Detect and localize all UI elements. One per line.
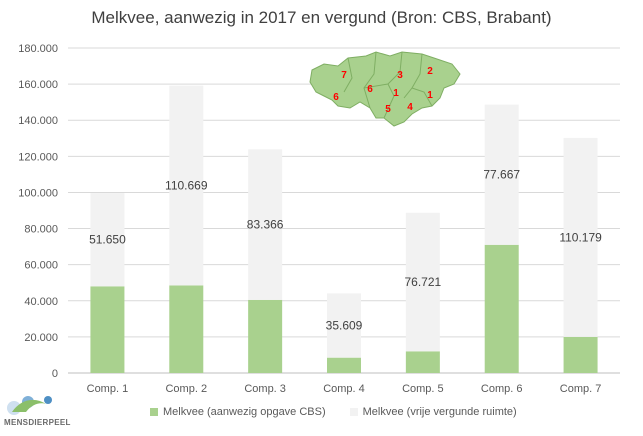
bar-aanwezig: [169, 285, 204, 373]
bar-vrije-ruimte: [484, 104, 519, 245]
x-axis-tick-labels: Comp. 1 Comp. 2 Comp. 3 Comp. 4 Comp. 5 Comp.…: [87, 383, 602, 395]
legend-swatch-vrije-ruimte: [349, 408, 358, 416]
bars: [90, 85, 598, 373]
x-tick-label: Comp. 1: [87, 383, 129, 395]
bar-aanwezig: [90, 286, 125, 373]
map-region-label: 3: [397, 70, 403, 81]
legend-label-vrije-ruimte: Melkvee (vrije vergunde ruimte): [362, 406, 517, 418]
data-label: 110.179: [559, 230, 602, 244]
x-tick-label: Comp. 6: [481, 383, 523, 395]
legend-label-aanwezig: Melkvee (aanwezig opgave CBS): [163, 406, 326, 418]
data-label: 76.721: [405, 275, 442, 289]
y-tick-label: 40.000: [24, 296, 58, 308]
map-region-label: 5: [385, 104, 391, 115]
y-tick-label: 100.000: [18, 187, 58, 199]
map-region-label: 7: [341, 70, 347, 81]
map-region-label: 4: [407, 102, 413, 113]
y-axis-tick-labels: 0 20.000 40.000 60.000 80.000 100.000 120.000 1…: [18, 43, 58, 380]
x-tick-label: Comp. 4: [323, 383, 365, 395]
bar-vrije-ruimte: [90, 193, 125, 287]
data-label: 110.669: [165, 179, 208, 193]
map-region-label: 2: [427, 66, 433, 77]
map-region-label: 1: [393, 88, 399, 99]
x-tick-label: Comp. 3: [244, 383, 286, 395]
y-tick-label: 120.000: [18, 151, 58, 163]
x-tick-label: Comp. 5: [402, 383, 444, 395]
map-region-label: 6: [367, 84, 373, 95]
brabant-map-inset: 7 3 2 6 1 6 5 4 1: [309, 51, 461, 127]
legend-item-vrije-ruimte: Melkvee (vrije vergunde ruimte): [349, 406, 517, 418]
logo: MENSDIERPEEL: [4, 388, 114, 432]
map-region-label: 1: [427, 90, 433, 101]
chart-legend: Melkvee (aanwezig opgave CBS) Melkvee (v…: [150, 406, 517, 418]
legend-swatch-aanwezig: [150, 408, 158, 416]
y-tick-label: 60.000: [24, 260, 58, 272]
legend-item-aanwezig: Melkvee (aanwezig opgave CBS): [150, 406, 326, 418]
map-region-label: 6: [333, 92, 339, 103]
bar-aanwezig: [248, 299, 283, 373]
y-tick-label: 80.000: [24, 224, 58, 236]
map-region-borders: [343, 51, 433, 119]
data-label: 83.366: [247, 218, 284, 232]
bar-vrije-ruimte: [248, 149, 283, 300]
data-label: 51.650: [89, 233, 126, 247]
logo-figure-icon: [7, 396, 52, 415]
y-tick-label: 0: [52, 368, 58, 380]
bar-aanwezig: [484, 244, 519, 373]
x-tick-label: Comp. 7: [560, 383, 602, 395]
bar-aanwezig: [563, 336, 598, 373]
y-tick-label: 140.000: [18, 115, 58, 127]
data-labels: 51.650 110.669 83.366 35.609 76.721 77.667 110…: [89, 168, 602, 333]
chart-title: Melkvee, aanwezig in 2017 en vergund (Br…: [91, 8, 552, 27]
y-tick-label: 160.000: [18, 79, 58, 91]
bar-vrije-ruimte: [405, 212, 440, 352]
bar-aanwezig: [405, 351, 440, 373]
y-tick-label: 20.000: [24, 332, 58, 344]
bar-aanwezig: [327, 357, 361, 373]
bar-vrije-ruimte: [169, 85, 204, 286]
y-tick-label: 180.000: [18, 43, 58, 55]
bar-vrije-ruimte: [563, 137, 598, 337]
data-label: 35.609: [326, 319, 363, 333]
logo-text: MENSDIERPEEL: [4, 418, 71, 427]
bar-vrije-ruimte: [327, 293, 361, 358]
x-tick-label: Comp. 2: [165, 383, 207, 395]
data-label: 77.667: [483, 168, 520, 182]
